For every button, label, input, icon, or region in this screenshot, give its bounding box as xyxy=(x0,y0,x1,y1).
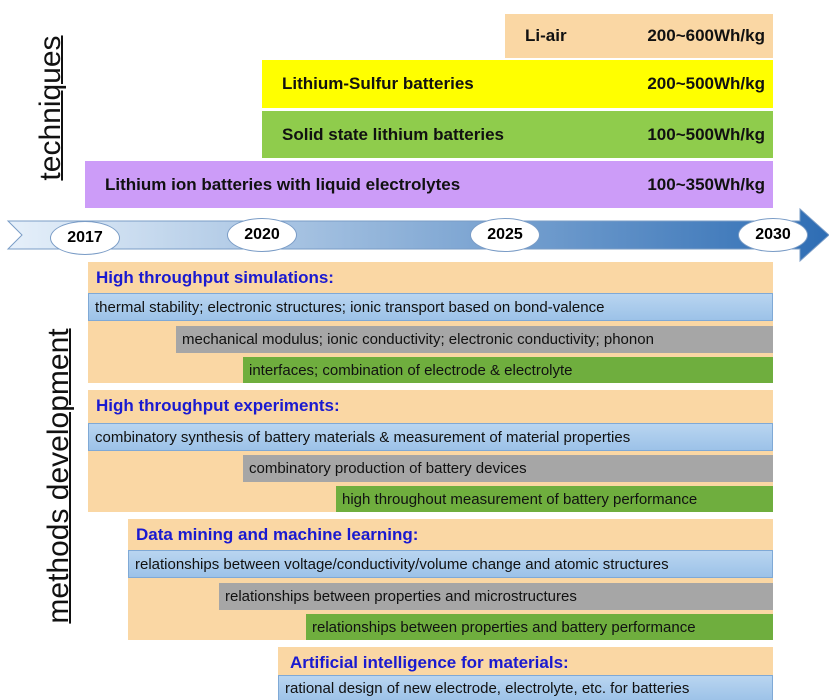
tech-box: Lithium-Sulfur batteries 200~500Wh/kg xyxy=(262,60,773,108)
method-item: relationships between voltage/conductivi… xyxy=(128,550,773,578)
tech-name: Li-air xyxy=(525,26,567,45)
year: 2025 xyxy=(470,218,540,252)
tech-box: Solid state lithium batteries 100~500Wh/k… xyxy=(262,111,773,158)
method-item: interfaces; combination of electrode & e… xyxy=(243,357,773,383)
method-item: relationships between properties and bat… xyxy=(306,614,773,640)
year: 2020 xyxy=(227,218,297,252)
method-item: combinatory production of battery device… xyxy=(243,455,773,482)
tech-energy: 100~350Wh/kg xyxy=(647,174,765,194)
method-item: relationships between properties and mic… xyxy=(219,583,773,610)
method-item: thermal stability; electronic structures… xyxy=(88,293,773,321)
method-title: High throughput simulations: xyxy=(96,268,334,287)
tech-name: Solid state lithium batteries xyxy=(282,124,504,144)
tech-name: Lithium ion batteries with liquid electr… xyxy=(105,174,461,194)
method-item: mechanical modulus; ionic conductivity; … xyxy=(176,326,773,353)
tech-energy: 200~500Wh/kg xyxy=(647,74,765,93)
tech-box: Lithium ion batteries with liquid electr… xyxy=(85,161,773,208)
tech-energy: 100~500Wh/kg xyxy=(647,124,765,144)
tech-energy: 200~600Wh/kg xyxy=(647,26,765,45)
tech-name: Lithium-Sulfur batteries xyxy=(282,74,474,93)
method-title: Artificial intelligence for materials: xyxy=(290,653,569,672)
techniques-label: techniques xyxy=(34,35,67,181)
methods-label: methods development xyxy=(42,328,75,624)
method-item: high throughout measurement of battery p… xyxy=(336,486,773,512)
year: 2030 xyxy=(738,218,808,252)
method-title: High throughput experiments: xyxy=(96,396,340,415)
method-title: Data mining and machine learning: xyxy=(136,525,419,544)
year: 2017 xyxy=(50,221,120,255)
tech-box: Li-air 200~600Wh/kg xyxy=(505,14,773,58)
method-item: rational design of new electrode, electr… xyxy=(278,675,773,700)
timeline-arrow xyxy=(6,207,829,263)
method-item: combinatory synthesis of battery materia… xyxy=(88,423,773,451)
